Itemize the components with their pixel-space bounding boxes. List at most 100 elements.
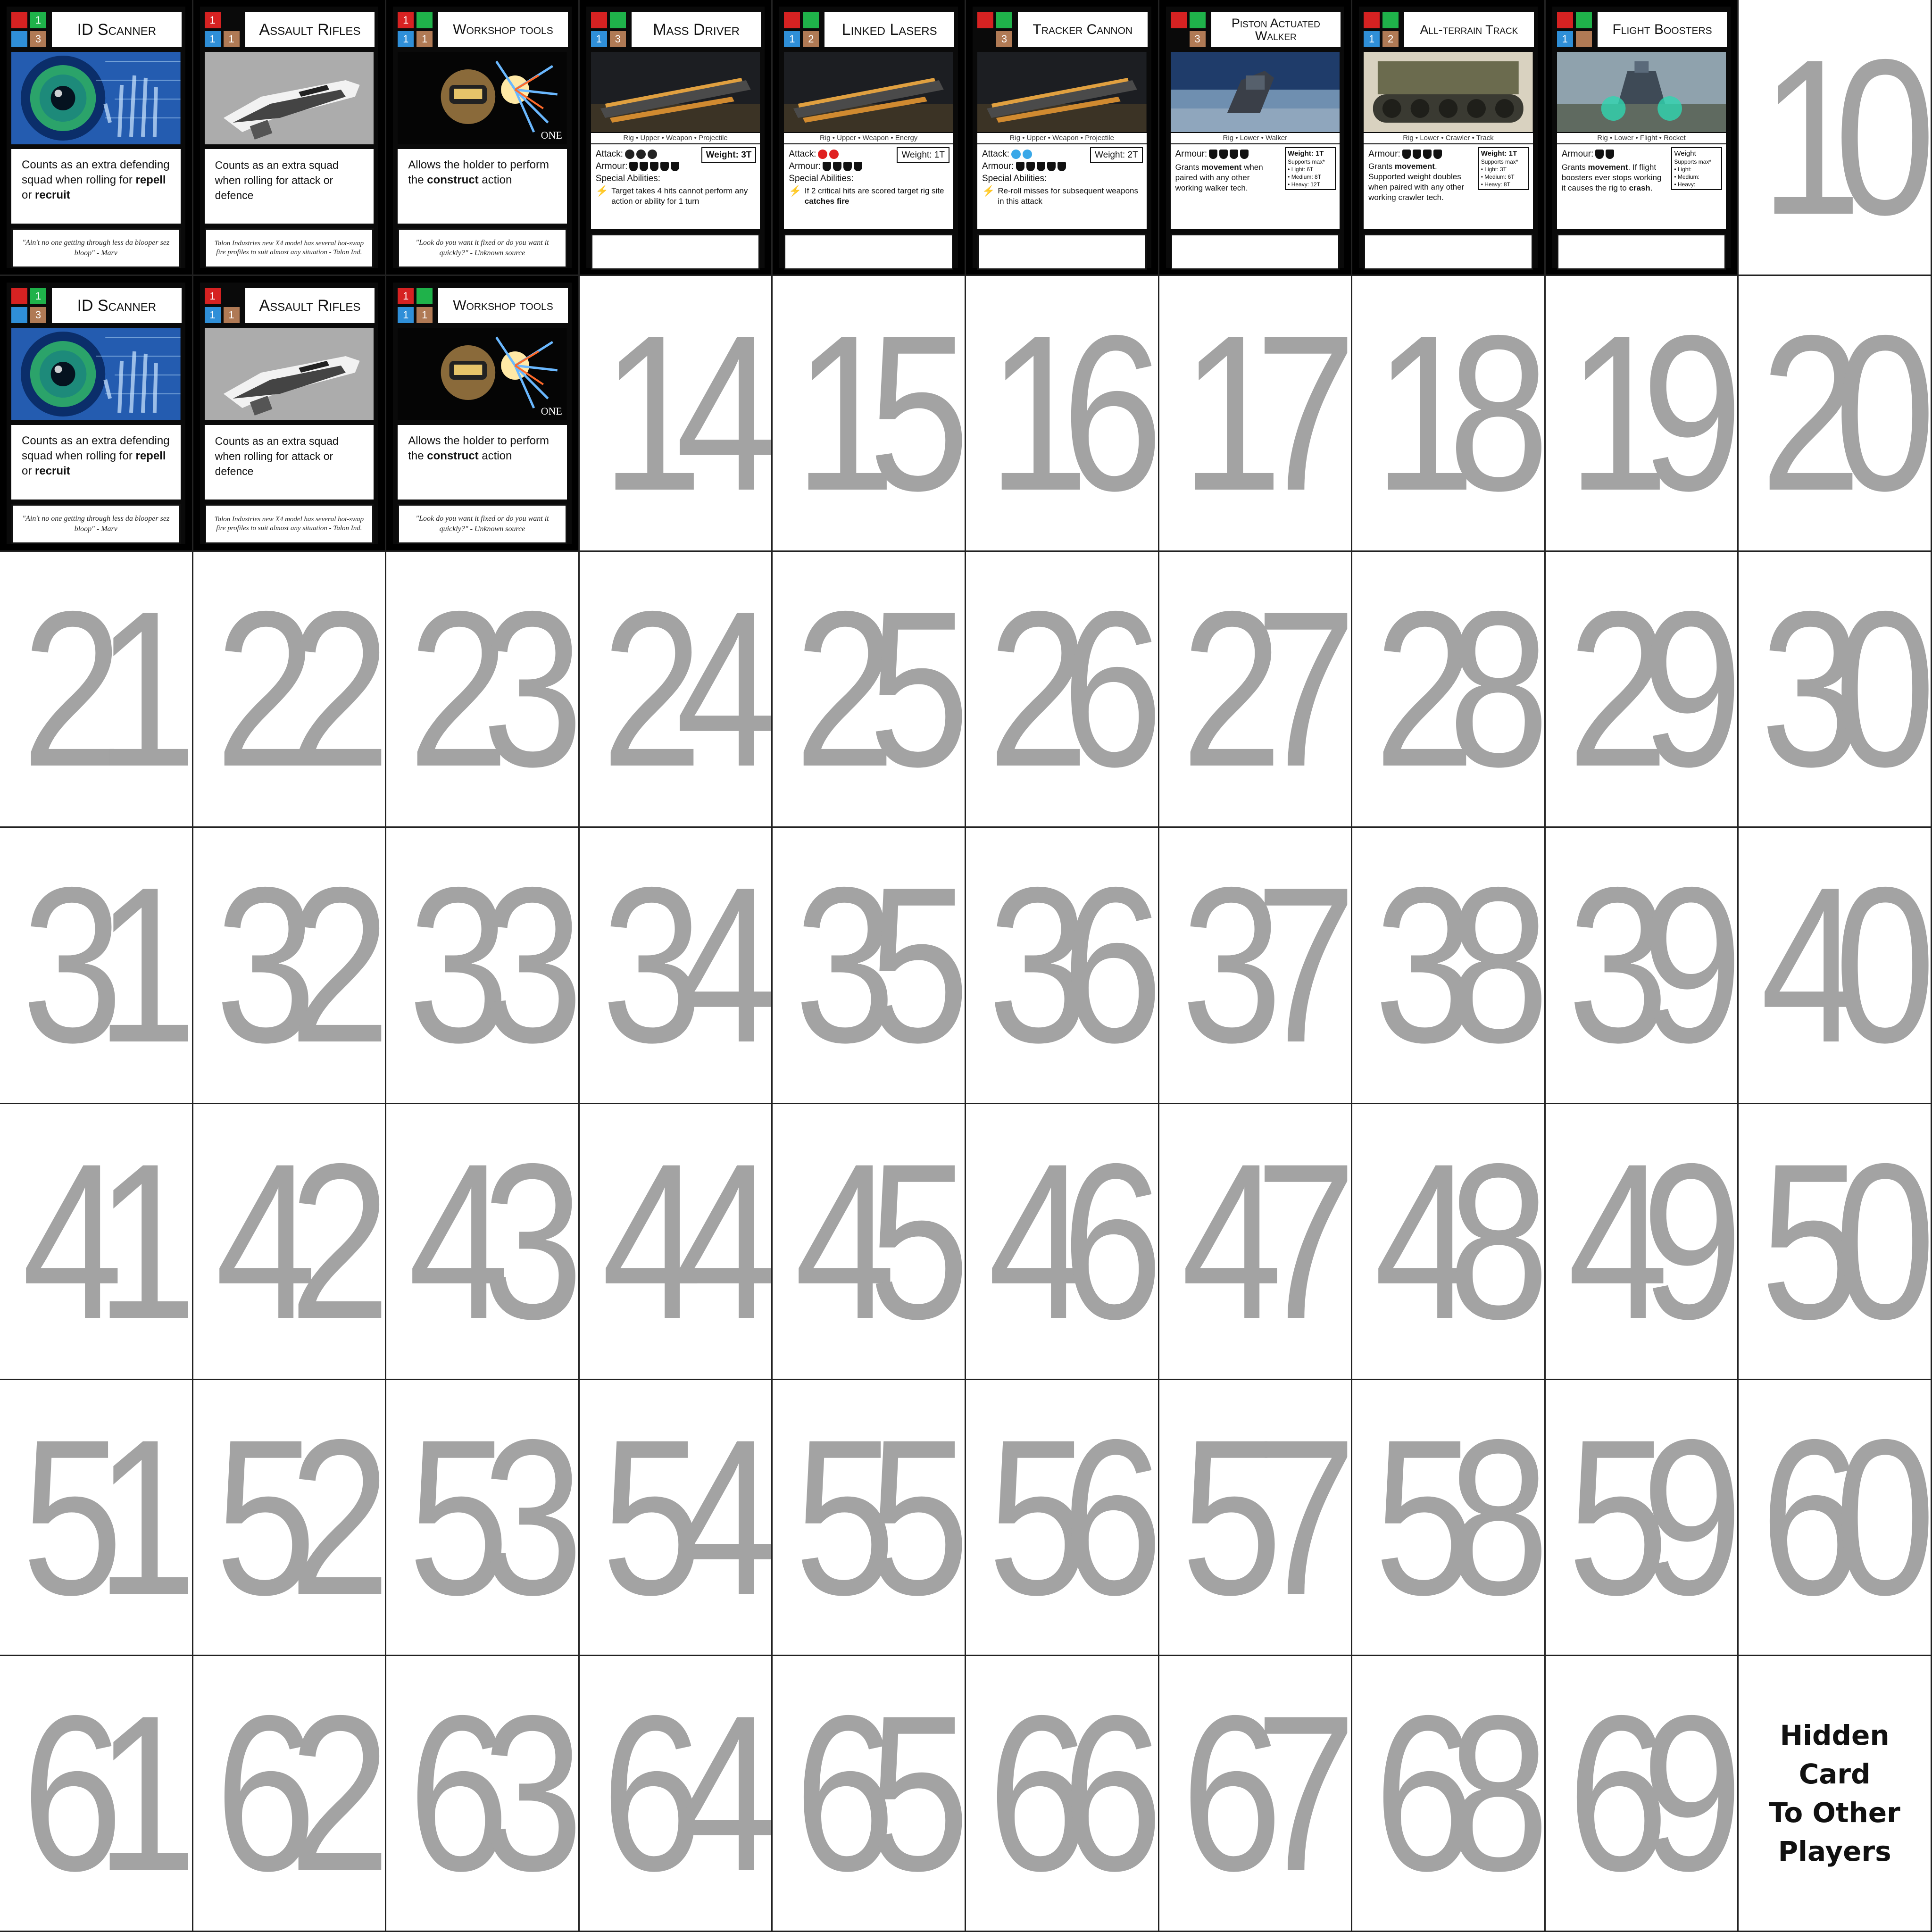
card-slot-25[interactable]: 25 xyxy=(773,552,966,828)
card-flight-boosters[interactable]: 1 Flight Boosters Rig • Lower • Flight •… xyxy=(1545,0,1739,276)
card-slot-67[interactable]: 67 xyxy=(1159,1656,1353,1932)
card-slot-10[interactable]: 10 xyxy=(1739,0,1932,276)
card-slot-45[interactable]: 45 xyxy=(773,1104,966,1380)
green-chip xyxy=(996,12,1012,28)
armour-shield-icon xyxy=(1412,150,1421,159)
art-logo-text: ONE xyxy=(541,405,562,417)
card-slot-35[interactable]: 35 xyxy=(773,828,966,1104)
card-slot-60[interactable]: 60 xyxy=(1739,1380,1932,1656)
card-slot-22[interactable]: 22 xyxy=(193,552,387,828)
card-slot-23[interactable]: 23 xyxy=(386,552,580,828)
card-workshop-tools[interactable]: 1 1 1 Workshop tools ONE Allow xyxy=(386,276,580,552)
slot-number: 69 xyxy=(1567,1669,1737,1917)
card-slot-50[interactable]: 50 xyxy=(1739,1104,1932,1380)
card-slot-69[interactable]: 69 xyxy=(1545,1656,1739,1932)
slot-number: 49 xyxy=(1567,1117,1737,1365)
blank-box xyxy=(1557,234,1726,270)
hidden-card-slot[interactable]: Hidden Card To Other Players xyxy=(1739,1656,1932,1932)
card-slot-18[interactable]: 18 xyxy=(1352,276,1546,552)
card-slot-41[interactable]: 41 xyxy=(0,1104,193,1380)
slot-number: 36 xyxy=(988,841,1158,1089)
card-slot-65[interactable]: 65 xyxy=(773,1656,966,1932)
card-slot-46[interactable]: 46 xyxy=(966,1104,1159,1380)
slot-number: 40 xyxy=(1760,841,1931,1089)
card-slot-43[interactable]: 43 xyxy=(386,1104,580,1380)
card-frame: 1 2 Linked Lasers Rig • Upper • Weapon •… xyxy=(779,7,958,270)
card-slot-24[interactable]: 24 xyxy=(579,552,773,828)
card-slot-38[interactable]: 38 xyxy=(1352,828,1546,1104)
card-slot-59[interactable]: 59 xyxy=(1545,1380,1739,1656)
card-slot-36[interactable]: 36 xyxy=(966,828,1159,1104)
card-stats: Armour: Weight: 1T Supports max* • Light… xyxy=(1170,144,1340,229)
support-box: Weight Supports max* • Light: • Medium: … xyxy=(1671,147,1723,190)
card-slot-27[interactable]: 27 xyxy=(1159,552,1353,828)
card-slot-47[interactable]: 47 xyxy=(1159,1104,1353,1380)
card-tracker-cannon[interactable]: 3 Tracker Cannon Rig • Upper • Weapon • … xyxy=(966,0,1159,276)
card-body: Counts as an extra defending squad when … xyxy=(11,149,181,224)
card-slot-62[interactable]: 62 xyxy=(193,1656,387,1932)
card-slot-14[interactable]: 14 xyxy=(579,276,773,552)
slot-number: 19 xyxy=(1567,289,1737,537)
slot-number: 31 xyxy=(22,841,192,1089)
card-slot-53[interactable]: 53 xyxy=(386,1380,580,1656)
card-slot-44[interactable]: 44 xyxy=(579,1104,773,1380)
card-all-terrain-track[interactable]: 1 2 All-terrain Track Rig • Lower • Craw… xyxy=(1352,0,1546,276)
card-slot-61[interactable]: 61 xyxy=(0,1656,193,1932)
card-stats: Attack: Weight: 2T Armour: Special Abili… xyxy=(977,144,1147,229)
card-slot-30[interactable]: 30 xyxy=(1739,552,1932,828)
slot-number: 58 xyxy=(1374,1393,1544,1641)
brown-chip: 3 xyxy=(996,31,1012,47)
card-slot-32[interactable]: 32 xyxy=(193,828,387,1104)
card-assault-rifles[interactable]: 1 1 1 Assault Rifles Counts as an extra … xyxy=(193,276,387,552)
card-slot-20[interactable]: 20 xyxy=(1739,276,1932,552)
green-chip xyxy=(416,288,433,305)
card-slot-66[interactable]: 66 xyxy=(966,1656,1159,1932)
card-slot-68[interactable]: 68 xyxy=(1352,1656,1546,1932)
card-slot-31[interactable]: 31 xyxy=(0,828,193,1104)
ability: ⚡ Target takes 4 hits cannot perform any … xyxy=(595,185,748,206)
card-slot-56[interactable]: 56 xyxy=(966,1380,1159,1656)
card-slot-58[interactable]: 58 xyxy=(1352,1380,1546,1656)
card-slot-34[interactable]: 34 xyxy=(579,828,773,1104)
card-slot-55[interactable]: 55 xyxy=(773,1380,966,1656)
card-slot-16[interactable]: 16 xyxy=(966,276,1159,552)
card-slot-51[interactable]: 51 xyxy=(0,1380,193,1656)
card-workshop-tools[interactable]: 1 1 1 Workshop tools ONE Allow xyxy=(386,0,580,276)
slot-number: 63 xyxy=(408,1669,578,1917)
card-slot-33[interactable]: 33 xyxy=(386,828,580,1104)
card-slot-40[interactable]: 40 xyxy=(1739,828,1932,1104)
slot-number: 47 xyxy=(1181,1117,1351,1365)
card-slot-26[interactable]: 26 xyxy=(966,552,1159,828)
slot-number: 53 xyxy=(408,1393,578,1641)
card-slot-15[interactable]: 15 xyxy=(773,276,966,552)
blue-chip: 1 xyxy=(204,307,221,324)
special-label: Special Abilities: xyxy=(982,174,1047,183)
card-slot-48[interactable]: 48 xyxy=(1352,1104,1546,1380)
card-linked-lasers[interactable]: 1 2 Linked Lasers Rig • Upper • Weapon •… xyxy=(773,0,966,276)
card-mass-driver[interactable]: 1 3 Mass Driver Rig • Upper • Weapon • P… xyxy=(579,0,773,276)
card-slot-21[interactable]: 21 xyxy=(0,552,193,828)
card-slot-17[interactable]: 17 xyxy=(1159,276,1353,552)
card-body: Allows the holder to perform the constru… xyxy=(398,425,567,500)
card-piston-walker[interactable]: 3 Piston Actuated Walker Rig • Lower • W… xyxy=(1159,0,1353,276)
card-slot-39[interactable]: 39 xyxy=(1545,828,1739,1104)
card-slot-42[interactable]: 42 xyxy=(193,1104,387,1380)
card-slot-28[interactable]: 28 xyxy=(1352,552,1546,828)
card-assault-rifles[interactable]: 1 1 1 Assault Rifles Counts as an extra … xyxy=(193,0,387,276)
slot-number: 16 xyxy=(988,289,1158,537)
card-slot-52[interactable]: 52 xyxy=(193,1380,387,1656)
card-slot-57[interactable]: 57 xyxy=(1159,1380,1353,1656)
card-slot-54[interactable]: 54 xyxy=(579,1380,773,1656)
card-title: Piston Actuated Walker xyxy=(1211,12,1341,47)
slot-number: 14 xyxy=(601,289,771,537)
card-id-scanner[interactable]: 1 3 ID Scanner Counts as xyxy=(0,0,193,276)
card-slot-64[interactable]: 64 xyxy=(579,1656,773,1932)
card-slot-37[interactable]: 37 xyxy=(1159,828,1353,1104)
card-stats: Attack: Weight: 1T Armour: Special Abili… xyxy=(784,144,953,229)
card-slot-19[interactable]: 19 xyxy=(1545,276,1739,552)
armour-shield-icon xyxy=(1016,162,1024,171)
card-id-scanner[interactable]: 1 3 ID Scanner Counts as xyxy=(0,276,193,552)
card-slot-63[interactable]: 63 xyxy=(386,1656,580,1932)
card-slot-29[interactable]: 29 xyxy=(1545,552,1739,828)
card-slot-49[interactable]: 49 xyxy=(1545,1104,1739,1380)
